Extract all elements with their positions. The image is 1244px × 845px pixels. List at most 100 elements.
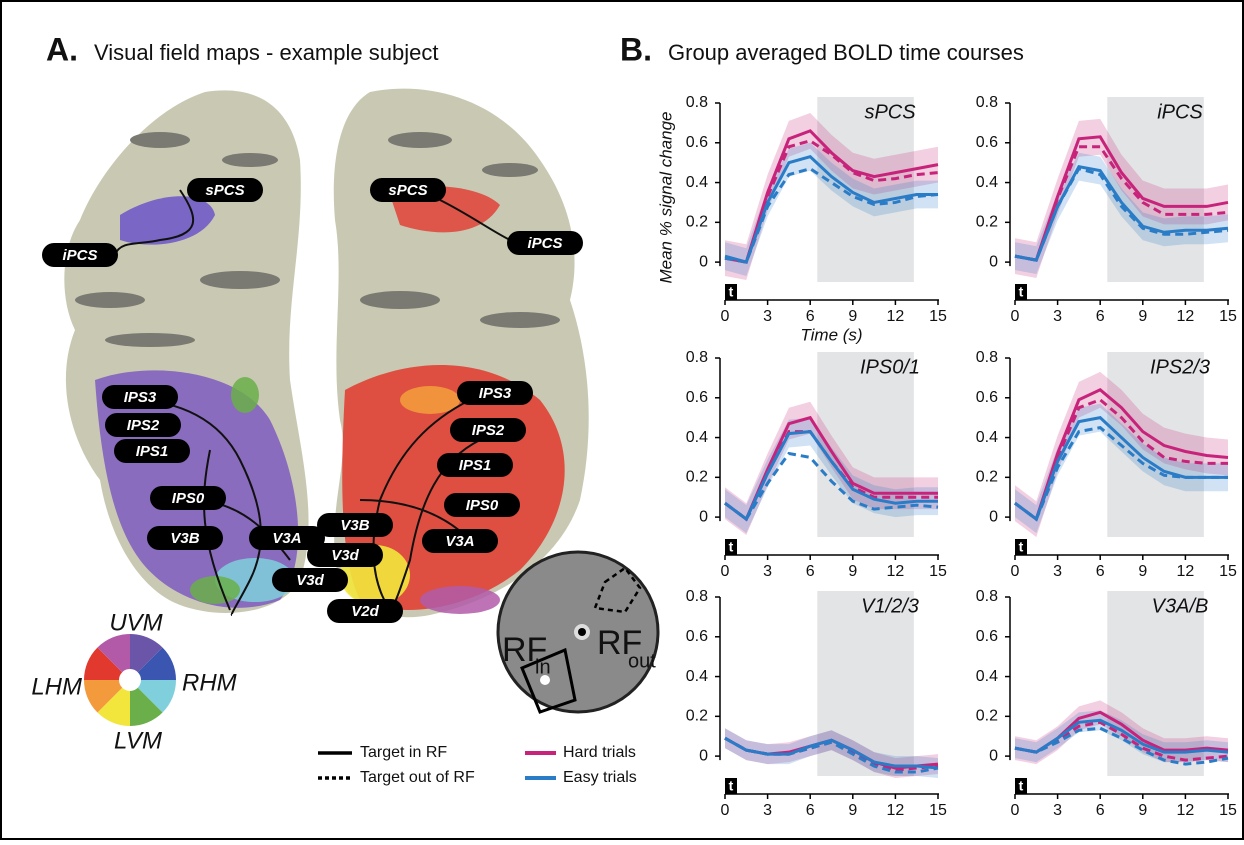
roi-label: V2d <box>351 603 379 620</box>
series-line <box>724 736 939 770</box>
cue-label: t <box>729 778 734 794</box>
y-tick-label: 0.2 <box>976 469 998 486</box>
roi-pill <box>42 243 118 267</box>
chart: IPS2/3 0 0.2 0.4 0.6 0.8 0 3 6 9 12 15 t <box>976 349 1237 580</box>
border <box>129 399 262 616</box>
x-tick-label: 15 <box>1219 563 1237 580</box>
x-tick-label: 9 <box>848 563 857 580</box>
panel-title: Group averaged BOLD time courses <box>668 40 1024 65</box>
sulci <box>360 132 560 328</box>
map-patch <box>400 386 460 414</box>
border <box>439 199 511 241</box>
x-tick-label: 3 <box>763 802 772 819</box>
x-tick-label: 0 <box>721 563 730 580</box>
x-tick-label: 3 <box>763 563 772 580</box>
chart-title: IPS0/1 <box>860 356 920 378</box>
sulcus <box>200 271 280 289</box>
series-line <box>724 430 938 522</box>
rf-label: RF <box>597 624 642 662</box>
y-tick-label: 0.8 <box>976 349 998 366</box>
sulci <box>75 132 280 347</box>
error-band <box>1015 371 1228 537</box>
cue-label: t <box>1019 284 1024 300</box>
chart: IPS0/1 0 0.2 0.4 0.6 0.8 0 3 6 9 12 15 t <box>686 349 947 580</box>
roi-label: IPS1 <box>459 457 492 474</box>
cue-marker <box>1015 284 1027 300</box>
wheel-segment <box>84 680 123 713</box>
x-tick-label: 12 <box>887 308 905 325</box>
y-tick-label: 0.8 <box>686 349 708 366</box>
x-tick-label: 6 <box>806 308 815 325</box>
roi-label: IPS2 <box>127 417 160 434</box>
chart: sPCS 0 0.2 0.4 0.6 0.8 0 3 6 9 12 15 t Time (s) Mean %… <box>656 94 947 344</box>
rf-subscript: out <box>628 650 656 672</box>
sulcus <box>360 291 440 309</box>
roi-label: IPS0 <box>466 497 499 514</box>
y-tick-label: 0.4 <box>686 668 708 685</box>
roi-label: V3B <box>170 530 199 547</box>
series-line <box>724 430 938 522</box>
series-line <box>1014 426 1228 522</box>
series-line <box>1014 166 1229 262</box>
x-tick-label: 15 <box>929 308 947 325</box>
roi-pill <box>147 526 223 550</box>
roi-pill <box>437 453 513 477</box>
roi-label: IPS2 <box>472 422 505 439</box>
y-tick-label: 0 <box>699 747 708 764</box>
cue-marker <box>1015 539 1027 555</box>
x-tick-label: 15 <box>1219 802 1237 819</box>
roi-label: V3B <box>340 517 369 534</box>
wheel-segment <box>137 680 176 713</box>
border <box>114 189 195 256</box>
x-tick-label: 3 <box>763 308 772 325</box>
sulcus <box>105 333 195 347</box>
delay-period <box>1107 97 1204 282</box>
x-tick-label: 9 <box>1138 563 1147 580</box>
x-tick-label: 9 <box>1138 308 1147 325</box>
cue-marker <box>1015 778 1027 794</box>
delay-period <box>817 591 914 776</box>
map-patch <box>231 377 259 413</box>
legend-label: Hard trials <box>563 744 636 761</box>
series-line <box>724 736 939 774</box>
wheel-segment <box>130 687 163 726</box>
x-tick-label: 9 <box>848 802 857 819</box>
y-tick-label: 0.8 <box>686 588 708 605</box>
roi-pill <box>422 529 498 553</box>
rf-out-outline <box>593 566 642 614</box>
x-tick-label: 0 <box>1011 563 1020 580</box>
roi-pill <box>272 568 348 592</box>
target-dot <box>540 675 550 685</box>
x-tick-label: 9 <box>848 308 857 325</box>
x-tick-label: 15 <box>929 563 947 580</box>
fixation <box>578 628 586 636</box>
y-tick-label: 0.4 <box>976 668 998 685</box>
roi-label: iPCS <box>62 247 97 264</box>
wheel-segment <box>97 687 130 726</box>
wheel-segment <box>97 634 130 673</box>
map-patch <box>420 586 500 614</box>
legend-label: Easy trials <box>563 769 637 786</box>
roi-label: IPS1 <box>136 443 169 460</box>
x-tick-label: 15 <box>1219 308 1237 325</box>
series-line <box>724 155 938 264</box>
y-tick-label: 0.8 <box>976 94 998 111</box>
cue-marker <box>725 539 737 555</box>
roi-pill <box>102 385 178 409</box>
rf-subscript: in <box>535 656 551 678</box>
error-band <box>1015 700 1228 765</box>
error-band <box>725 112 938 281</box>
chart-title: V1/2/3 <box>861 595 919 617</box>
x-tick-label: 3 <box>1053 308 1062 325</box>
wheel-label: LHM <box>31 673 82 700</box>
roi-pill <box>317 513 393 537</box>
roi-pill <box>114 439 190 463</box>
chart-title: sPCS <box>864 101 916 123</box>
cue-marker <box>725 778 737 794</box>
roi-labels: sPCS iPCS IPS3 IPS2 IPS1 IPS0 V3B V3A V3d sPCS iPC… <box>42 178 583 623</box>
delay-period <box>1107 352 1204 537</box>
cue-label: t <box>729 539 734 555</box>
error-band <box>725 142 938 277</box>
y-tick-label: 0.4 <box>686 429 708 446</box>
